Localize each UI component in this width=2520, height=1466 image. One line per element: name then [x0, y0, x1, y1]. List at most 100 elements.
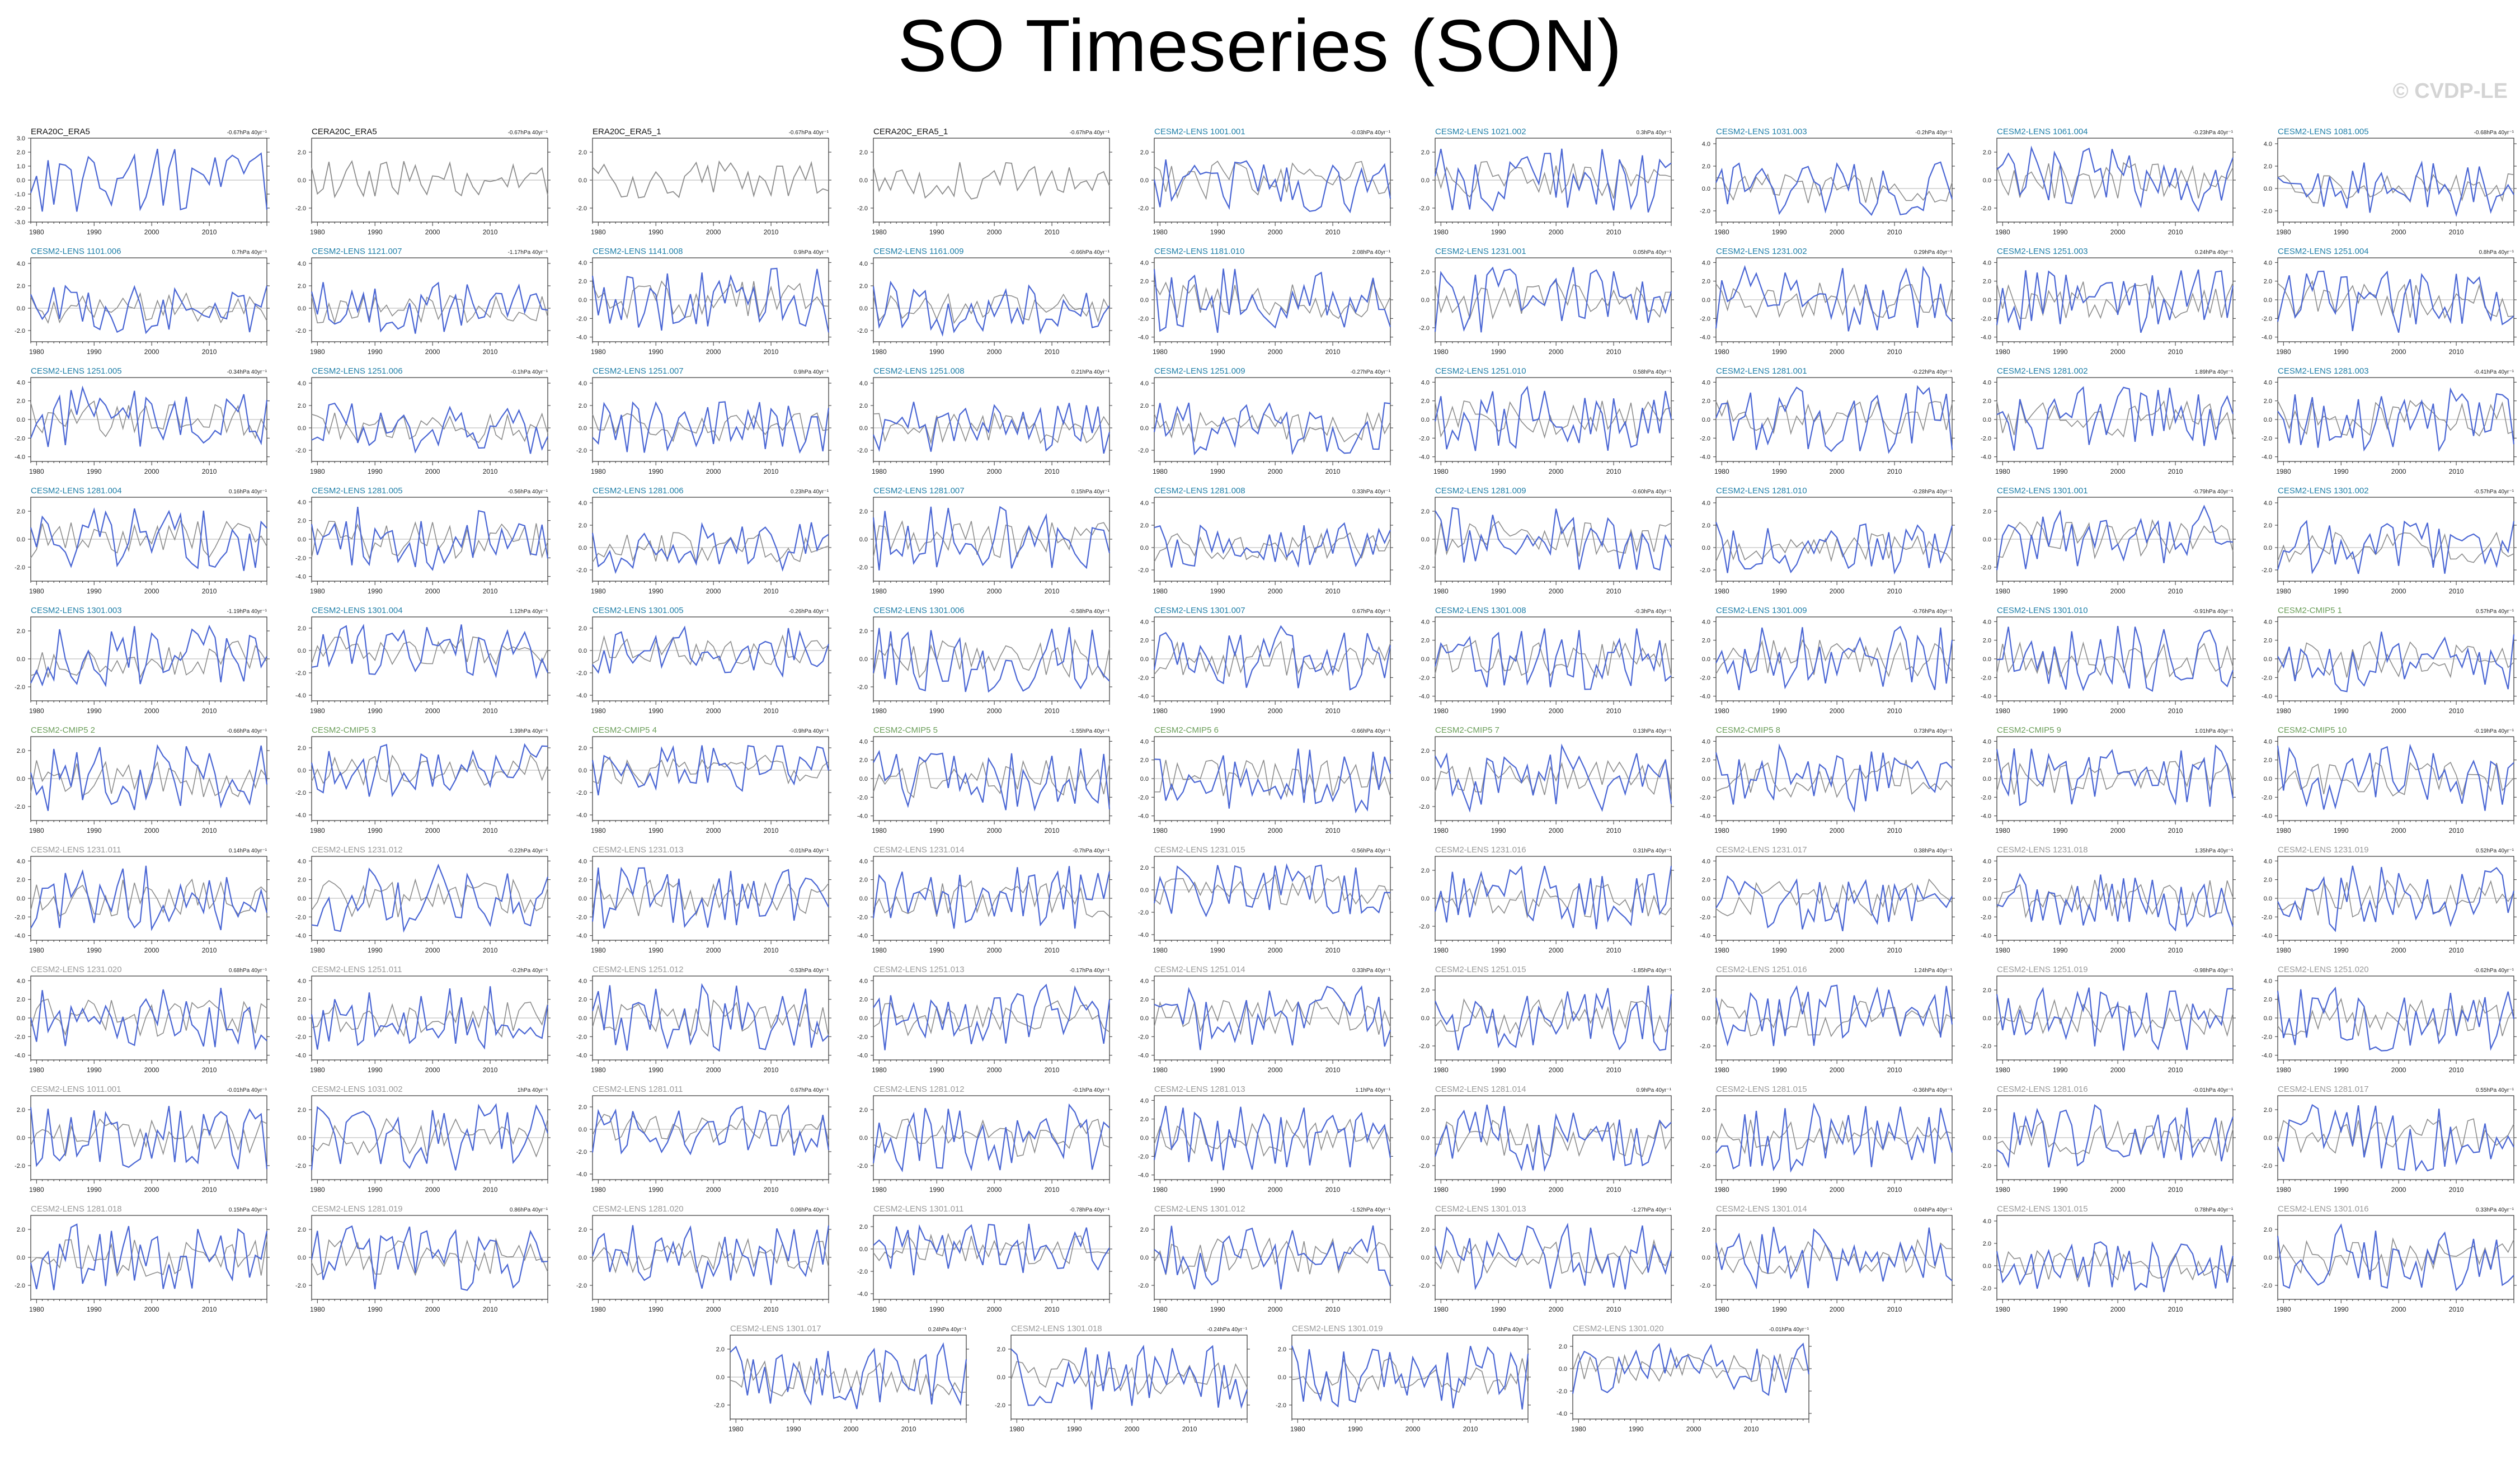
- y-tick-label: -4.0: [576, 334, 587, 341]
- panel-66: CESM2-LENS 1251.012 -0.53hPa 40yr⁻¹ 4.0 2.0…: [576, 965, 831, 1074]
- y-tick-label: 2.0: [2264, 997, 2272, 1003]
- ensemble-member-line: [1434, 628, 1672, 690]
- y-tick-label: -2.0: [2262, 315, 2272, 322]
- x-tick-label: 1990: [929, 946, 944, 954]
- y-tick-label: 0.0: [859, 177, 868, 184]
- y-tick-label: -2.0: [15, 1034, 25, 1040]
- x-tick-label: 2000: [1830, 468, 1845, 475]
- y-tick-label: 2.0: [1421, 508, 1430, 515]
- y-tick-label: 4.0: [298, 858, 306, 865]
- x-tick-label: 2010: [483, 827, 498, 835]
- y-tick-label: -4.0: [576, 692, 587, 699]
- ensemble-member-line: [1434, 985, 1672, 1051]
- ensemble-member-line: [30, 284, 268, 334]
- x-tick-label: 2000: [425, 468, 440, 475]
- x-tick-label: 1990: [1491, 228, 1506, 236]
- panel-label: CESM2-CMIP5 1: [2278, 606, 2342, 615]
- observed-series-line: [311, 160, 548, 199]
- panel-55: CESM2-LENS 1231.011 0.14hPa 40yr⁻¹ 4.0 2.0 0…: [15, 845, 270, 954]
- y-tick-label: 0.0: [17, 1015, 25, 1022]
- x-tick-label: 2010: [2449, 1066, 2464, 1074]
- y-tick-label: -2.0: [15, 205, 25, 212]
- x-tick-label: 2010: [1887, 946, 1902, 954]
- x-tick-label: 2010: [202, 587, 217, 595]
- y-tick-label: -4.0: [1700, 933, 1710, 940]
- panel-trend: -0.7hPa 40yr⁻¹: [1073, 848, 1110, 854]
- y-tick-label: 4.0: [1702, 738, 1710, 745]
- x-tick-label: 2000: [706, 1186, 721, 1194]
- y-tick-label: 4.0: [298, 499, 306, 506]
- y-tick-label: 4.0: [579, 858, 587, 865]
- panel-frame: [592, 736, 829, 821]
- x-tick-label: 1980: [1995, 468, 2010, 475]
- y-tick-label: -2.0: [1419, 804, 1430, 810]
- ensemble-member-line: [1153, 625, 1391, 691]
- y-tick-label: -2.0: [1419, 564, 1430, 571]
- y-tick-label: 4.0: [859, 738, 868, 745]
- x-tick-label: 1990: [929, 587, 944, 595]
- panel-14: CESM2-LENS 1181.010 2.08hPa 40yr⁻¹ 4.0 2.0 0…: [1138, 247, 1393, 356]
- y-tick-label: -4.0: [576, 1053, 587, 1059]
- panel-trend: -0.2hPa 40yr⁻¹: [1915, 130, 1953, 136]
- ensemble-member-line: [30, 865, 268, 931]
- y-tick-label: 0.0: [1702, 545, 1710, 551]
- ensemble-member-line: [592, 625, 830, 678]
- y-tick-label: -2.0: [2262, 675, 2272, 681]
- y-tick-label: -4.0: [576, 1171, 587, 1178]
- x-tick-label: 2000: [144, 946, 159, 954]
- panel-label: CESM2-LENS 1121.007: [312, 247, 402, 256]
- y-tick-label: 4.0: [1702, 500, 1710, 507]
- y-tick-label: -4.0: [1138, 334, 1149, 341]
- x-tick-label: 2010: [764, 348, 779, 356]
- panel-70: CESM2-LENS 1251.016 1.24hPa 40yr⁻¹ 2.0 0.0 -…: [1700, 965, 1955, 1074]
- panel-label: CESM2-LENS 1301.004: [312, 606, 403, 615]
- x-tick-label: 2000: [144, 348, 159, 356]
- x-tick-label: 1980: [1433, 707, 1449, 715]
- y-tick-label: 0.0: [2264, 656, 2272, 663]
- y-tick-label: 0.0: [1702, 417, 1710, 423]
- reference-series-line: [2277, 879, 2514, 918]
- panel-trend: -1.55hPa 40yr⁻¹: [1070, 728, 1110, 734]
- x-tick-label: 2000: [1549, 946, 1564, 954]
- panel-77: CESM2-LENS 1281.013 1.1hPa 40yr⁻¹ 4.0 2.0 0.…: [1138, 1085, 1393, 1194]
- panel-45: CESM2-CMIP5 1 0.57hPa 40yr⁻¹ 4.0 2.0 0.0 -2.0…: [2262, 606, 2517, 715]
- y-tick-label: 4.0: [2264, 379, 2272, 386]
- x-tick-label: 1990: [1210, 228, 1225, 236]
- x-tick-label: 2000: [2391, 587, 2406, 595]
- x-tick-label: 2010: [1325, 587, 1341, 595]
- panel-trend: -0.76hPa 40yr⁻¹: [1912, 609, 1953, 615]
- ensemble-member-line: [1434, 865, 1672, 930]
- y-tick-label: -2.0: [857, 447, 868, 454]
- x-tick-label: 1980: [591, 707, 606, 715]
- panel-label: CESM2-LENS 1251.003: [1997, 247, 2088, 256]
- y-tick-label: -2.0: [1138, 909, 1149, 916]
- reference-series-line: [1996, 400, 2234, 438]
- y-tick-label: 2.0: [1702, 522, 1710, 529]
- ensemble-member-line: [30, 624, 267, 687]
- ensemble-member-line: [1154, 522, 1391, 568]
- panel-label: CESM2-LENS 1231.014: [873, 845, 965, 855]
- panel-75: CESM2-LENS 1281.011 0.67hPa 40yr⁻¹ 2.0 0.0 -…: [576, 1085, 831, 1194]
- reference-series-line: [873, 759, 1110, 799]
- panel-frame: [1154, 377, 1391, 462]
- panel-label: CESM2-CMIP5 2: [31, 725, 95, 735]
- panel-trend: 0.9hPa 40yr⁻¹: [793, 249, 829, 256]
- reference-series-line: [1996, 761, 2234, 795]
- ensemble-member-line: [1715, 984, 1953, 1047]
- y-tick-label: 0.0: [1421, 656, 1430, 663]
- x-tick-label: 2000: [1268, 228, 1283, 236]
- x-tick-label: 2000: [1830, 827, 1845, 835]
- y-tick-label: 2.0: [859, 149, 868, 156]
- x-tick-label: 1990: [368, 587, 383, 595]
- y-tick-label: 2.0: [1140, 522, 1149, 529]
- x-tick-label: 1980: [29, 707, 44, 715]
- ensemble-member-line: [2277, 631, 2515, 692]
- reference-series-line: [873, 520, 1110, 558]
- y-tick-label: 0.0: [2264, 895, 2272, 902]
- x-tick-label: 2010: [202, 707, 217, 715]
- panel-trend: -0.67hPa 40yr⁻¹: [508, 130, 548, 136]
- panel-trend: 1.12hPa 40yr⁻¹: [510, 609, 548, 615]
- y-tick-label: -3.0: [15, 219, 25, 226]
- x-tick-label: 2010: [202, 827, 217, 835]
- panel-6: CESM2-LENS 1021.002 0.3hPa 40yr⁻¹ 2.0 0.0 -2…: [1419, 127, 1674, 236]
